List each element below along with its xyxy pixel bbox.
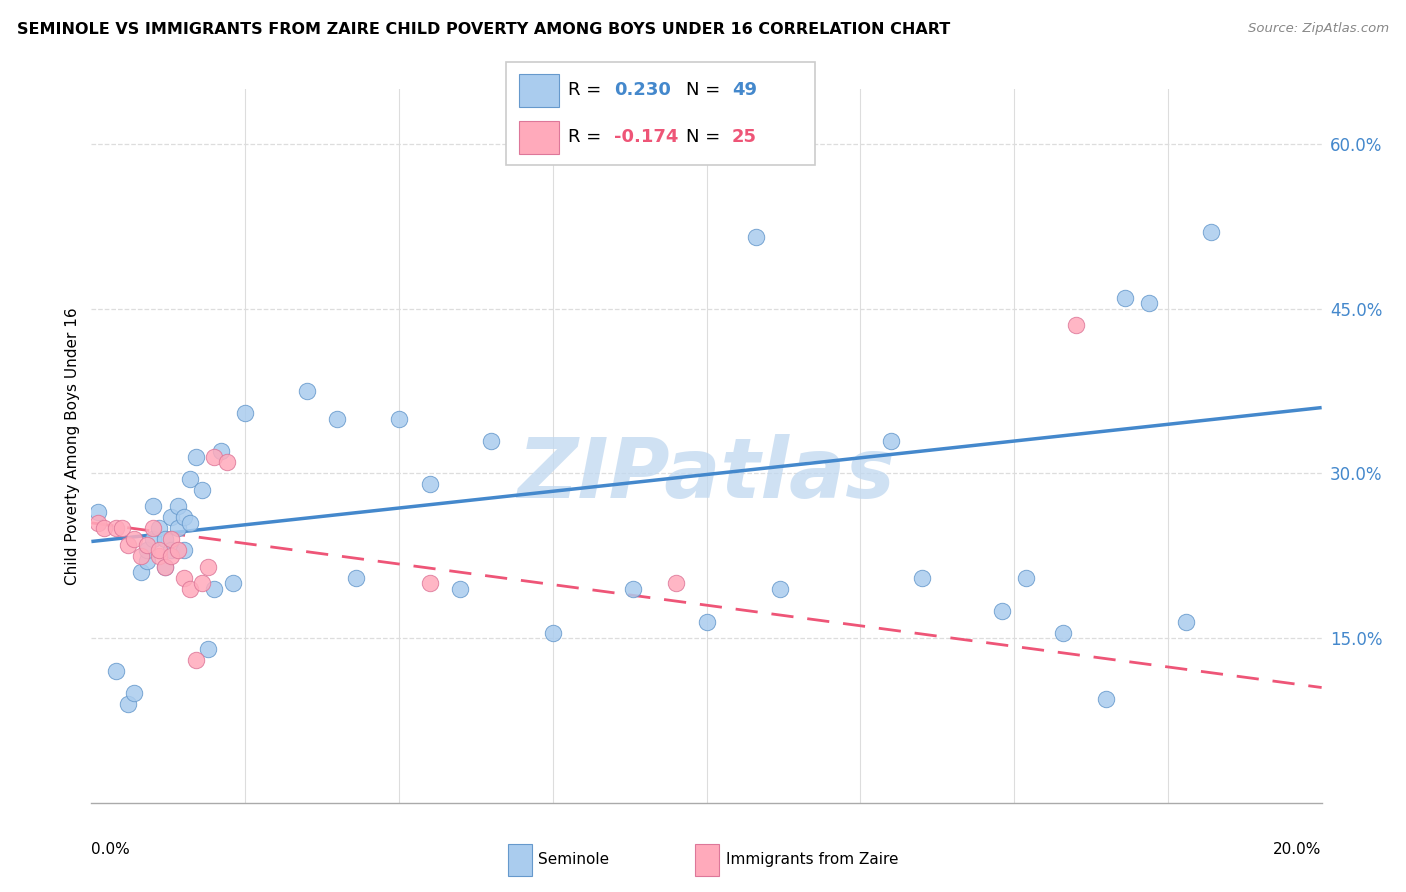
Bar bbox=[696, 844, 720, 876]
Text: Immigrants from Zaire: Immigrants from Zaire bbox=[725, 853, 898, 867]
Text: 25: 25 bbox=[733, 128, 756, 146]
Point bbox=[990, 604, 1012, 618]
Point bbox=[1137, 296, 1160, 310]
Point bbox=[419, 477, 441, 491]
Point bbox=[202, 582, 225, 596]
Point bbox=[124, 533, 146, 547]
Text: Seminole: Seminole bbox=[538, 853, 609, 867]
Y-axis label: Child Poverty Among Boys Under 16: Child Poverty Among Boys Under 16 bbox=[65, 307, 80, 585]
Point bbox=[105, 521, 127, 535]
Point bbox=[124, 686, 146, 700]
Point bbox=[93, 521, 115, 535]
Text: N =: N = bbox=[686, 128, 725, 146]
Point bbox=[148, 549, 170, 563]
Bar bbox=[519, 74, 558, 106]
Point bbox=[191, 483, 214, 497]
Point bbox=[153, 559, 177, 574]
Point bbox=[1114, 291, 1136, 305]
Point bbox=[129, 549, 152, 563]
Point bbox=[173, 543, 195, 558]
Text: 0.0%: 0.0% bbox=[91, 842, 131, 857]
Point bbox=[166, 521, 188, 535]
Point bbox=[419, 576, 441, 591]
Point bbox=[142, 500, 165, 514]
Text: SEMINOLE VS IMMIGRANTS FROM ZAIRE CHILD POVERTY AMONG BOYS UNDER 16 CORRELATION : SEMINOLE VS IMMIGRANTS FROM ZAIRE CHILD … bbox=[17, 22, 950, 37]
Text: Source: ZipAtlas.com: Source: ZipAtlas.com bbox=[1249, 22, 1389, 36]
Point bbox=[166, 500, 188, 514]
Point bbox=[911, 571, 934, 585]
Point bbox=[222, 576, 245, 591]
Point bbox=[111, 521, 134, 535]
Point bbox=[745, 230, 768, 244]
Point bbox=[388, 411, 411, 425]
Text: 20.0%: 20.0% bbox=[1274, 842, 1322, 857]
Point bbox=[86, 516, 108, 530]
FancyBboxPatch shape bbox=[506, 62, 815, 165]
Text: N =: N = bbox=[686, 81, 725, 99]
Point bbox=[769, 582, 792, 596]
Point bbox=[142, 533, 165, 547]
Point bbox=[197, 642, 219, 657]
Point bbox=[173, 571, 195, 585]
Point bbox=[173, 510, 195, 524]
Point bbox=[153, 533, 177, 547]
Point bbox=[202, 450, 225, 464]
Point bbox=[479, 434, 502, 448]
Text: ZIPatlas: ZIPatlas bbox=[517, 434, 896, 515]
Point bbox=[135, 538, 157, 552]
Point bbox=[117, 538, 139, 552]
Point bbox=[191, 576, 214, 591]
Point bbox=[1199, 225, 1222, 239]
Point bbox=[1052, 625, 1074, 640]
Point bbox=[696, 615, 718, 629]
Point bbox=[665, 576, 688, 591]
Point bbox=[215, 455, 238, 469]
Point bbox=[184, 450, 207, 464]
Point bbox=[160, 533, 183, 547]
Point bbox=[197, 559, 219, 574]
Point bbox=[153, 559, 177, 574]
Text: 49: 49 bbox=[733, 81, 756, 99]
Point bbox=[179, 516, 201, 530]
Point bbox=[880, 434, 903, 448]
Point bbox=[86, 505, 108, 519]
Point bbox=[160, 543, 183, 558]
Point bbox=[166, 543, 188, 558]
Point bbox=[142, 521, 165, 535]
Point bbox=[449, 582, 471, 596]
Point bbox=[1064, 318, 1087, 333]
Point bbox=[160, 510, 183, 524]
Point bbox=[209, 444, 232, 458]
Point bbox=[184, 653, 207, 667]
Point bbox=[160, 549, 183, 563]
Point bbox=[1095, 691, 1118, 706]
Text: R =: R = bbox=[568, 81, 607, 99]
Point bbox=[105, 664, 127, 678]
Bar bbox=[519, 121, 558, 153]
Point bbox=[129, 566, 152, 580]
Point bbox=[326, 411, 349, 425]
Point bbox=[621, 582, 644, 596]
Point bbox=[233, 406, 256, 420]
Bar bbox=[508, 844, 531, 876]
Point bbox=[135, 543, 157, 558]
Text: 0.230: 0.230 bbox=[614, 81, 671, 99]
Point bbox=[295, 384, 318, 398]
Point bbox=[148, 543, 170, 558]
Text: -0.174: -0.174 bbox=[614, 128, 679, 146]
Point bbox=[541, 625, 564, 640]
Point bbox=[1175, 615, 1198, 629]
Point bbox=[344, 571, 367, 585]
Point bbox=[179, 472, 201, 486]
Text: R =: R = bbox=[568, 128, 607, 146]
Point bbox=[179, 582, 201, 596]
Point bbox=[1015, 571, 1038, 585]
Point bbox=[117, 697, 139, 711]
Point bbox=[135, 554, 157, 568]
Point bbox=[148, 521, 170, 535]
